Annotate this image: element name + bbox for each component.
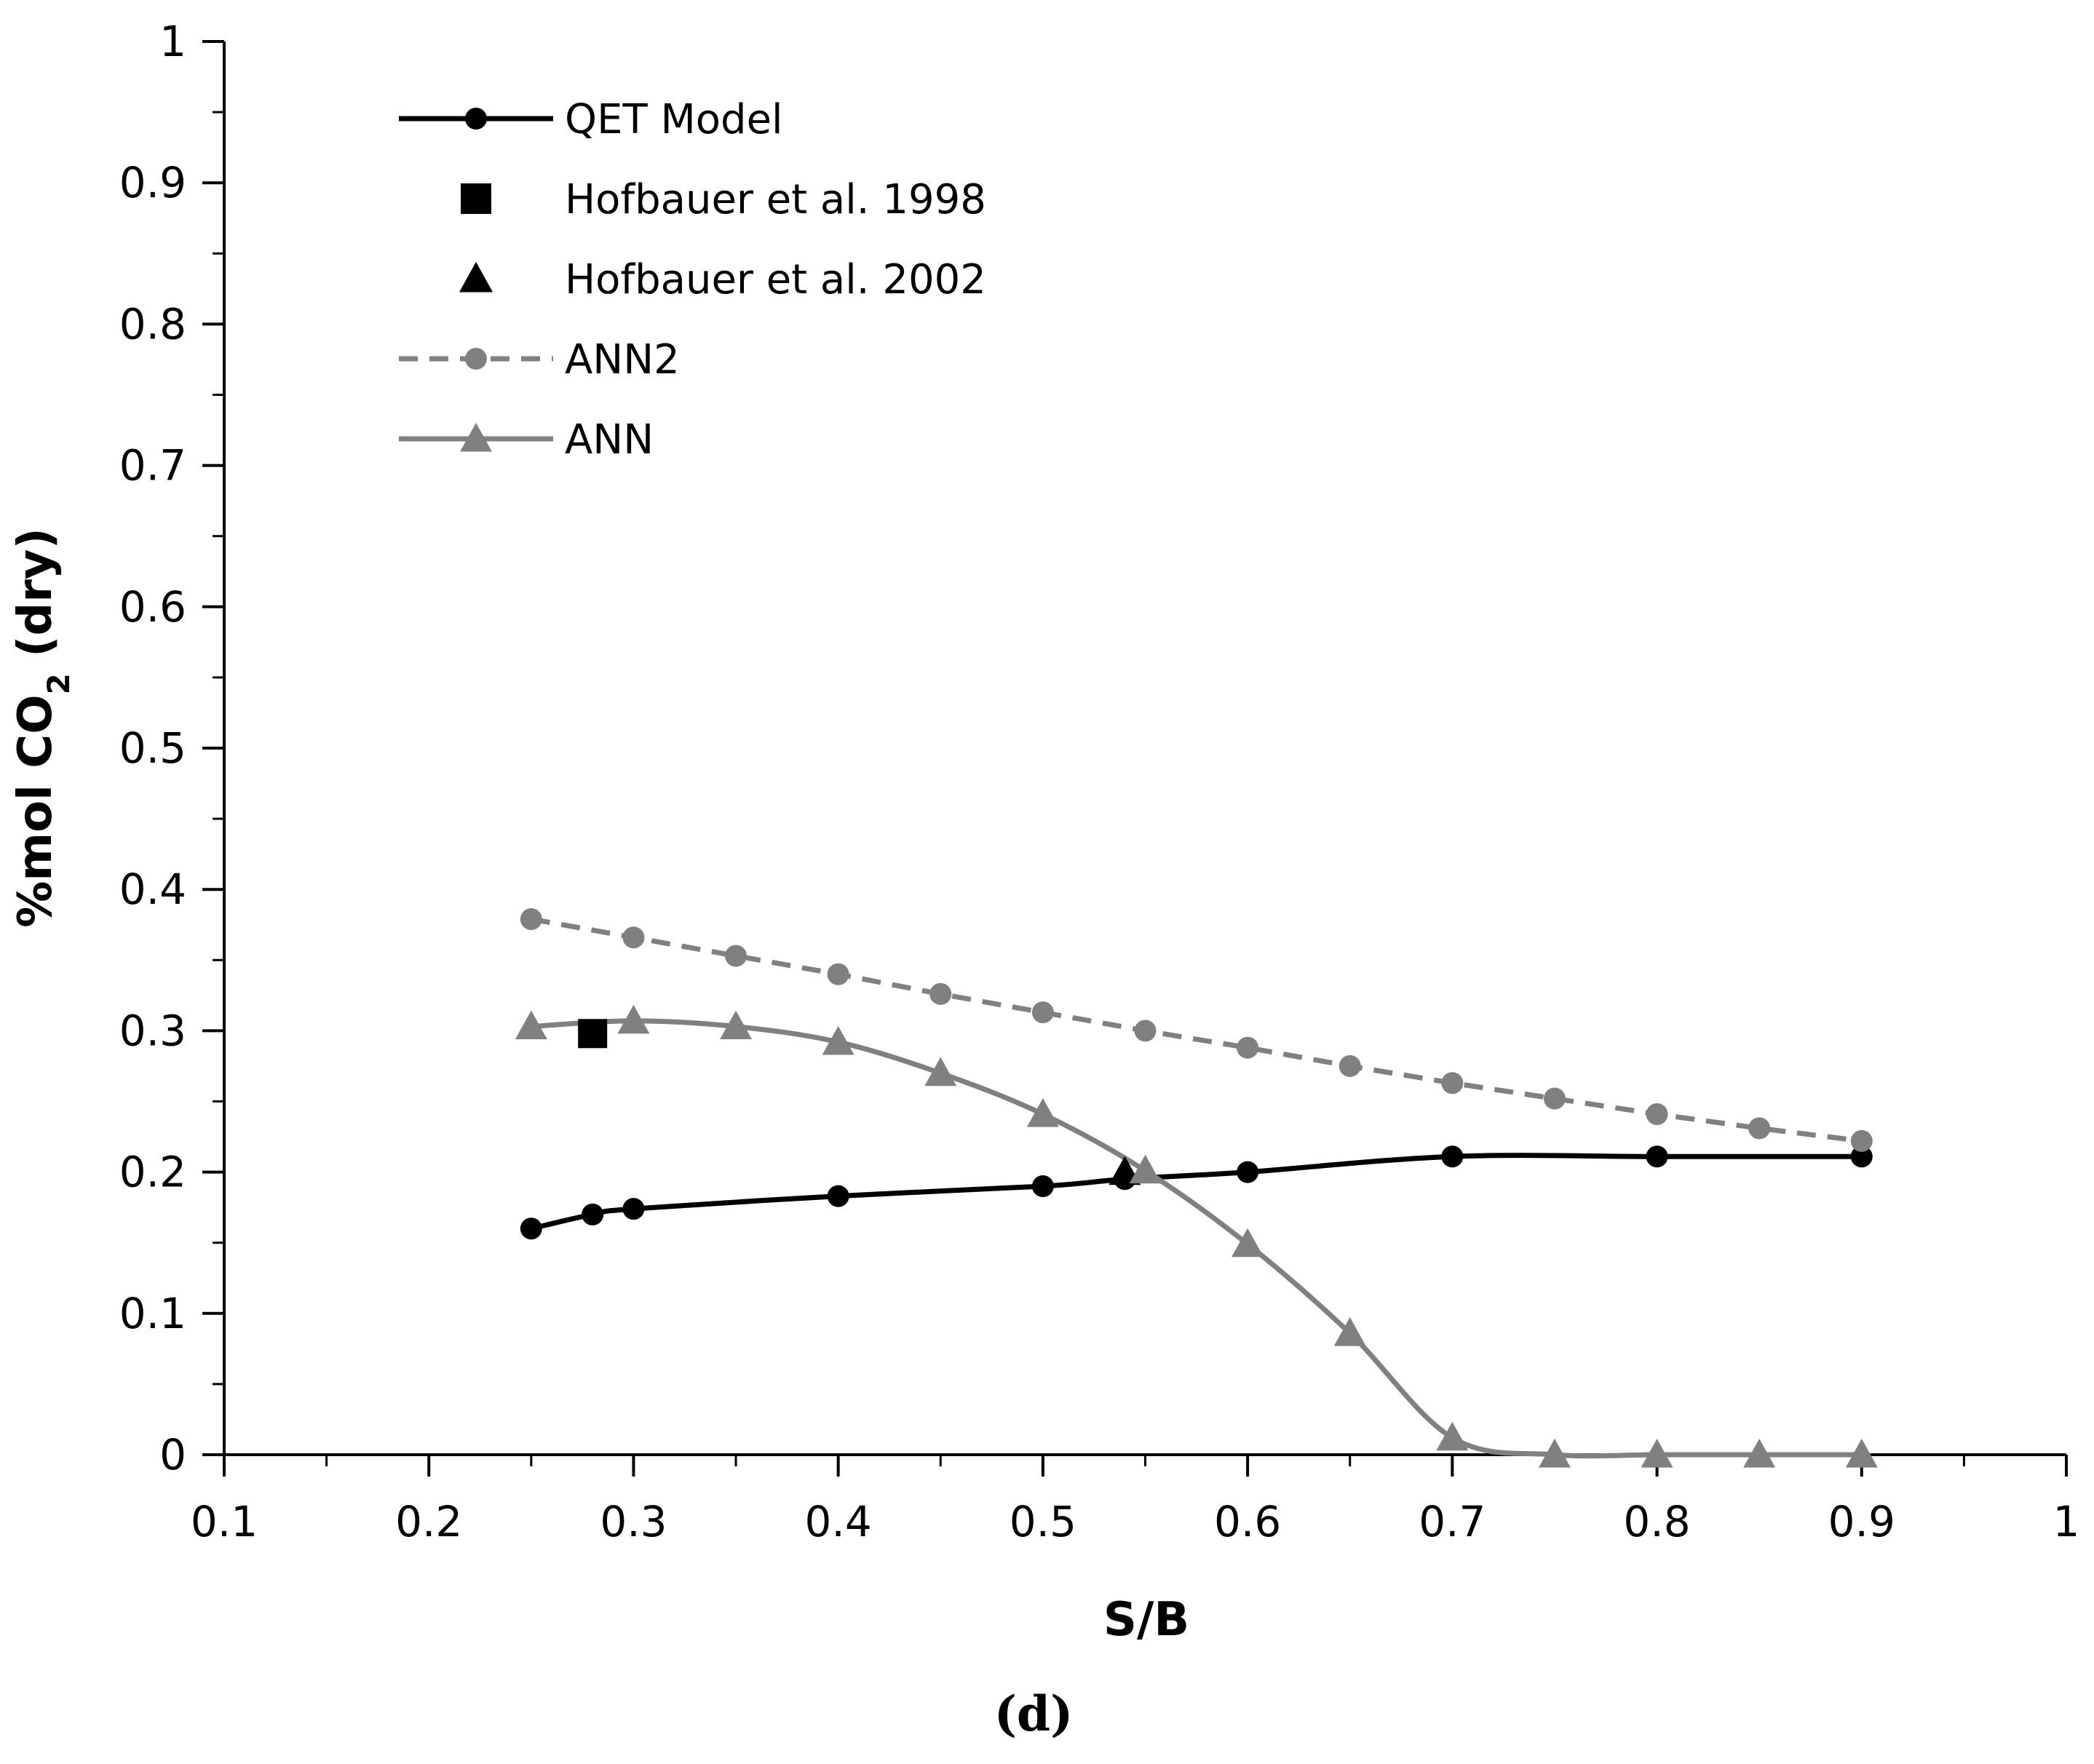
data-point-ann bbox=[1436, 1421, 1469, 1451]
data-point-qet-model bbox=[1441, 1145, 1464, 1168]
y-tick-label: 1 bbox=[159, 17, 186, 66]
legend-swatch-marker bbox=[459, 261, 493, 293]
data-point-ann bbox=[1333, 1316, 1366, 1346]
data-point-qet-model bbox=[1850, 1145, 1873, 1168]
series-line-qet-model bbox=[528, 1153, 1865, 1231]
legend-label: ANN bbox=[565, 416, 654, 464]
data-point-ann2 bbox=[1441, 1072, 1464, 1094]
data-point-ann bbox=[1232, 1228, 1264, 1258]
data-point-ann2 bbox=[1031, 1001, 1054, 1024]
data-point-qet-model bbox=[1646, 1145, 1668, 1168]
data-point-ann bbox=[1641, 1439, 1673, 1468]
data-point-ann bbox=[1026, 1097, 1059, 1127]
legend-label: Hofbauer et al. 1998 bbox=[565, 176, 986, 223]
data-point-ann bbox=[1538, 1439, 1571, 1468]
data-point-ann2 bbox=[1748, 1117, 1771, 1140]
x-tick-label: 0.2 bbox=[395, 1497, 462, 1546]
x-tick-label: 1 bbox=[2053, 1497, 2080, 1546]
y-tick-label: 0.5 bbox=[119, 723, 186, 773]
legend-swatch-marker bbox=[465, 108, 487, 130]
x-tick-label: 0.9 bbox=[1828, 1497, 1895, 1546]
series-line-ann2 bbox=[531, 916, 1863, 1144]
series-line-ann bbox=[528, 1018, 1865, 1459]
data-point-ann2 bbox=[520, 907, 542, 930]
y-tick-label: 0.3 bbox=[119, 1006, 186, 1055]
data-point-ann bbox=[822, 1025, 854, 1055]
y-tick-label: 0.9 bbox=[119, 158, 186, 207]
legend-label: ANN2 bbox=[565, 336, 680, 384]
data-point-ann2 bbox=[1134, 1020, 1157, 1042]
x-axis-title: S/B bbox=[1103, 1593, 1189, 1647]
axes: 0.1 0.2 0.3 0.4 0.5 0.6 0.7 0.8 0.9 100.10.20.30.… bbox=[119, 17, 2080, 1546]
y-axis-title: %mol CO2 (dry) bbox=[9, 528, 76, 927]
panel-label: (d) bbox=[994, 1685, 1074, 1742]
data-point-ann2 bbox=[1237, 1036, 1259, 1059]
data-point-ann2 bbox=[1646, 1102, 1668, 1125]
x-tick-label: 0.8 bbox=[1623, 1497, 1690, 1546]
legend: QET Model Hofbauer et al. 1998 Hofbauer et… bbox=[399, 96, 986, 464]
data-point-ann bbox=[1743, 1439, 1776, 1468]
y-tick-label: 0.4 bbox=[119, 865, 186, 914]
data-point-ann bbox=[617, 1004, 650, 1034]
y-tick-label: 0.2 bbox=[119, 1148, 186, 1197]
data-point-ann2 bbox=[1339, 1054, 1361, 1077]
legend-swatch-marker bbox=[461, 183, 491, 214]
data-point-qet-model bbox=[1031, 1175, 1054, 1198]
data-point-ann bbox=[924, 1057, 957, 1086]
legend-item-ann: ANN bbox=[399, 416, 654, 464]
y-tick-label: 0.6 bbox=[119, 582, 186, 632]
legend-item-ann2: ANN2 bbox=[399, 336, 680, 384]
data-point-qet-model bbox=[520, 1217, 542, 1240]
data-point-ann bbox=[720, 1010, 753, 1040]
data-point-ann2 bbox=[827, 963, 849, 985]
legend-label: Hofbauer et al. 2002 bbox=[565, 256, 986, 303]
plot-area bbox=[515, 907, 1878, 1468]
data-point-qet-model bbox=[827, 1185, 849, 1207]
x-tick-label: 0.6 bbox=[1214, 1497, 1281, 1546]
legend-swatch-marker bbox=[465, 348, 487, 370]
data-point-qet-model bbox=[622, 1198, 645, 1220]
data-point-ann bbox=[1845, 1439, 1878, 1468]
data-point-ann2 bbox=[1850, 1129, 1873, 1152]
legend-swatch-marker bbox=[460, 423, 492, 452]
data-point-ann2 bbox=[622, 926, 645, 949]
data-point-qet-model bbox=[582, 1203, 604, 1225]
legend-item-hofbauer-et-al-2002: Hofbauer et al. 2002 bbox=[459, 256, 986, 303]
y-tick-label: 0 bbox=[159, 1430, 186, 1479]
y-tick-label: 0.8 bbox=[119, 299, 186, 349]
data-point-ann bbox=[515, 1010, 547, 1040]
x-tick-label: 0.4 bbox=[805, 1497, 872, 1546]
x-tick-label: 0.1 bbox=[191, 1497, 258, 1546]
data-point-ann2 bbox=[725, 945, 747, 967]
legend-item-hofbauer-et-al-1998: Hofbauer et al. 1998 bbox=[461, 176, 986, 223]
x-tick-label: 0.7 bbox=[1419, 1497, 1486, 1546]
legend-label: QET Model bbox=[565, 96, 783, 143]
y-tick-label: 0.7 bbox=[119, 441, 186, 490]
data-point-qet-model bbox=[1237, 1161, 1259, 1183]
data-point-hofbauer-et-al-1998 bbox=[578, 1019, 608, 1049]
y-tick-label: 0.1 bbox=[119, 1289, 186, 1338]
x-tick-label: 0.5 bbox=[1010, 1497, 1076, 1546]
data-point-ann bbox=[1129, 1154, 1162, 1184]
legend-item-qet-model: QET Model bbox=[399, 96, 783, 143]
data-point-ann2 bbox=[1543, 1087, 1566, 1110]
x-tick-label: 0.3 bbox=[600, 1497, 667, 1546]
data-point-ann2 bbox=[929, 982, 952, 1005]
